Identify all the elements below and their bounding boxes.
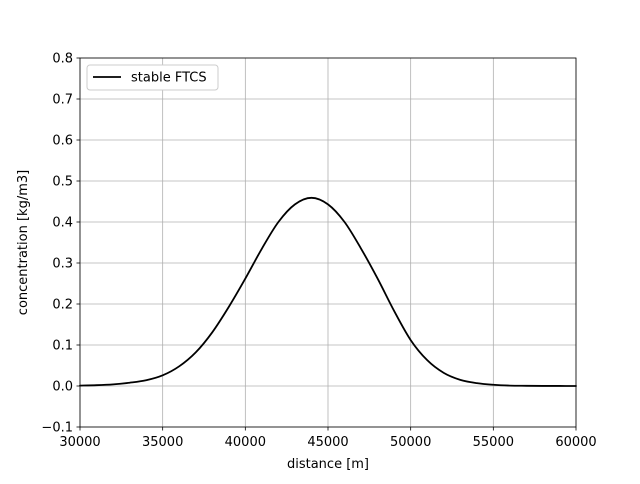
y-tick-label: 0.0 xyxy=(52,380,73,395)
y-tick-label: 0.2 xyxy=(52,298,73,313)
x-tick-label: 35000 xyxy=(142,435,183,450)
y-tick-label: 0.1 xyxy=(52,339,73,354)
x-tick-label: 50000 xyxy=(390,435,431,450)
legend: stable FTCS xyxy=(86,64,219,91)
series-line-stable-ftcs xyxy=(79,196,577,387)
y-tick-label: 0.7 xyxy=(52,93,73,108)
x-axis-ticks: 30000 35000 40000 45000 50000 55000 60000 xyxy=(59,427,597,450)
series-layer xyxy=(79,196,577,387)
legend-label-stable-ftcs: stable FTCS xyxy=(131,71,207,86)
x-tick-label: 40000 xyxy=(225,435,266,450)
x-tick-label: 45000 xyxy=(307,435,348,450)
y-tick-label: 0.8 xyxy=(52,52,73,67)
y-tick-label: 0.5 xyxy=(52,175,73,190)
x-tick-label: 30000 xyxy=(59,435,100,450)
x-tick-label: 55000 xyxy=(473,435,514,450)
y-axis-label: concentration [kg/m3] xyxy=(16,170,31,315)
y-tick-label: −0.1 xyxy=(41,421,73,436)
y-tick-label: 0.4 xyxy=(52,216,73,231)
y-tick-label: 0.6 xyxy=(52,134,73,149)
y-tick-label: 0.3 xyxy=(52,257,73,272)
x-axis-label: distance [m] xyxy=(287,457,369,472)
x-tick-label: 60000 xyxy=(555,435,596,450)
y-axis-ticks: −0.1 0.0 0.1 0.2 0.3 0.4 0.5 0.6 0.7 0.8 xyxy=(41,52,80,436)
legend-box xyxy=(86,64,219,91)
